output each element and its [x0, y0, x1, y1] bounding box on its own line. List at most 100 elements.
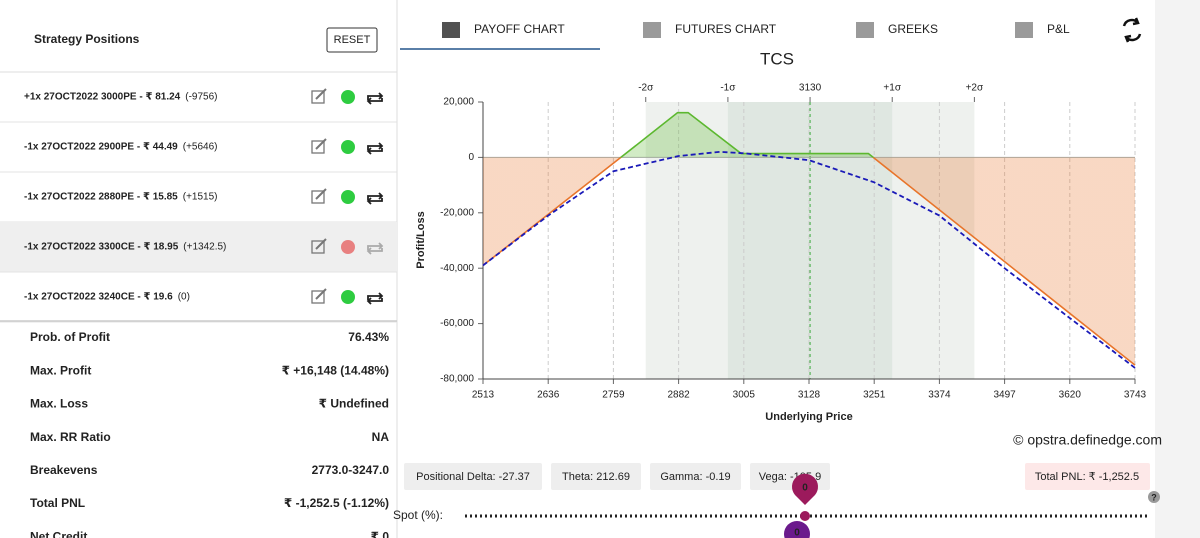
position-pnl: (0)	[178, 292, 190, 303]
edit-icon[interactable]	[311, 290, 325, 304]
greek-pill	[404, 463, 542, 490]
position-label: -1x 27OCT2022 2900PE - ₹ 44.49	[24, 142, 178, 153]
y-tick-label: 0	[468, 152, 474, 163]
y-tick-label: -40,000	[440, 263, 474, 274]
slider-pin[interactable]	[792, 473, 818, 505]
tab-icon[interactable]	[856, 22, 874, 38]
edit-icon-pen[interactable]	[315, 138, 327, 150]
edit-icon[interactable]	[311, 240, 325, 254]
stat-label: Total PNL	[30, 496, 85, 510]
margin	[1155, 0, 1200, 538]
x-tick-label: 3005	[733, 390, 756, 401]
tab-label[interactable]: PAYOFF CHART	[474, 22, 565, 36]
stat-label: Max. Loss	[30, 397, 88, 411]
y-tick-label: -60,000	[440, 318, 474, 329]
edit-icon-pen[interactable]	[315, 238, 327, 250]
help-text[interactable]: ?	[1151, 492, 1157, 502]
repeat-icon[interactable]	[366, 92, 384, 105]
y-tick-label: 20,000	[443, 97, 474, 108]
repeat-icon[interactable]	[366, 292, 384, 305]
stat-label: Breakevens	[30, 463, 98, 477]
position-label: -1x 27OCT2022 3300CE - ₹ 18.95	[24, 242, 179, 253]
x-tick-label: 2513	[472, 390, 495, 401]
slider-handle[interactable]	[800, 511, 810, 521]
slider-bottom-value: 0	[794, 528, 800, 538]
position-pnl: (+1342.5)	[183, 242, 226, 253]
edit-icon-pen[interactable]	[315, 288, 327, 300]
repeat-icon[interactable]	[366, 242, 384, 255]
greek-label: Gamma: -0.19	[660, 471, 730, 483]
row-highlight	[0, 222, 397, 272]
status-dot[interactable]	[341, 240, 355, 254]
slider-top-value: 0	[802, 483, 808, 494]
greek-pill	[551, 463, 641, 490]
top-tick-label: -2σ	[638, 83, 654, 94]
total-pnl-box	[1025, 463, 1150, 490]
help-icon[interactable]	[1148, 491, 1160, 503]
edit-icon[interactable]	[311, 90, 325, 104]
tab-label[interactable]: FUTURES CHART	[675, 22, 777, 36]
greek-pill	[650, 463, 741, 490]
expiry-line	[482, 111, 1136, 366]
x-tick-label: 3743	[1124, 390, 1147, 401]
edit-icon[interactable]	[311, 190, 325, 204]
edit-icon[interactable]	[311, 140, 325, 154]
position-pnl: (+5646)	[183, 142, 218, 153]
x-tick-label: 3497	[993, 390, 1016, 401]
y-axis-label: Profit/Loss	[415, 211, 427, 268]
stat-label: Prob. of Profit	[30, 330, 110, 344]
position-label: +1x 27OCT2022 3000PE - ₹ 81.24	[24, 92, 181, 103]
edit-icon-pen[interactable]	[315, 188, 327, 200]
refresh-icon[interactable]	[1122, 17, 1142, 43]
payoff-area	[483, 112, 1135, 366]
stat-value: ₹ 0	[371, 529, 390, 538]
repeat-icon[interactable]	[366, 142, 384, 155]
slider-bottom-handle[interactable]	[784, 521, 810, 538]
stat-label: Max. Profit	[30, 363, 91, 377]
reset-button[interactable]	[326, 27, 378, 53]
position-label: -1x 27OCT2022 2880PE - ₹ 15.85	[24, 192, 178, 203]
status-dot[interactable]	[341, 140, 355, 154]
y-tick-label: -20,000	[440, 207, 474, 218]
status-dot[interactable]	[341, 90, 355, 104]
top-tick-label: -1σ	[720, 83, 736, 94]
reset-label[interactable]: RESET	[334, 34, 371, 46]
position-pnl: (+1515)	[183, 192, 218, 203]
tab-icon[interactable]	[1015, 22, 1033, 38]
edit-icon-pen[interactable]	[315, 88, 327, 100]
top-tick-label: +2σ	[966, 83, 984, 94]
tab-label[interactable]: P&L	[1047, 22, 1070, 36]
x-tick-label: 3251	[863, 390, 886, 401]
greek-label: Theta: 212.69	[562, 471, 630, 483]
status-dot[interactable]	[341, 190, 355, 204]
stat-value: ₹ -1,252.5 (-1.12%)	[284, 496, 389, 510]
tab-label[interactable]: GREEKS	[888, 22, 938, 36]
x-tick-label: 3374	[928, 390, 951, 401]
stat-value: NA	[372, 430, 390, 444]
x-tick-label: 2759	[602, 390, 625, 401]
tab-icon[interactable]	[643, 22, 661, 38]
stat-value: ₹ +16,148 (14.48%)	[282, 363, 389, 377]
x-tick-label: 2636	[537, 390, 560, 401]
x-tick-label: 3620	[1059, 390, 1082, 401]
watermark: © opstra.definedge.com	[1013, 432, 1162, 448]
stat-label: Net Credit	[30, 529, 87, 538]
repeat-icon[interactable]	[366, 192, 384, 205]
x-tick-label: 2882	[667, 390, 690, 401]
position-pnl: (-9756)	[185, 92, 217, 103]
tab-icon[interactable]	[442, 22, 460, 38]
status-dot[interactable]	[341, 290, 355, 304]
stat-label: Max. RR Ratio	[30, 430, 111, 444]
stat-value: ₹ Undefined	[319, 397, 389, 411]
panel-title: Strategy Positions	[34, 32, 140, 46]
position-label: -1x 27OCT2022 3240CE - ₹ 19.6	[24, 292, 173, 303]
stat-value: 76.43%	[348, 330, 389, 344]
top-tick-label: +1σ	[883, 83, 901, 94]
x-axis-label: Underlying Price	[765, 411, 852, 423]
slider-label: Spot (%):	[393, 508, 443, 522]
today-line	[482, 150, 1136, 369]
greek-label: Positional Delta: -27.37	[416, 471, 530, 483]
total-pnl: Total PNL: ₹ -1,252.5	[1035, 471, 1139, 483]
